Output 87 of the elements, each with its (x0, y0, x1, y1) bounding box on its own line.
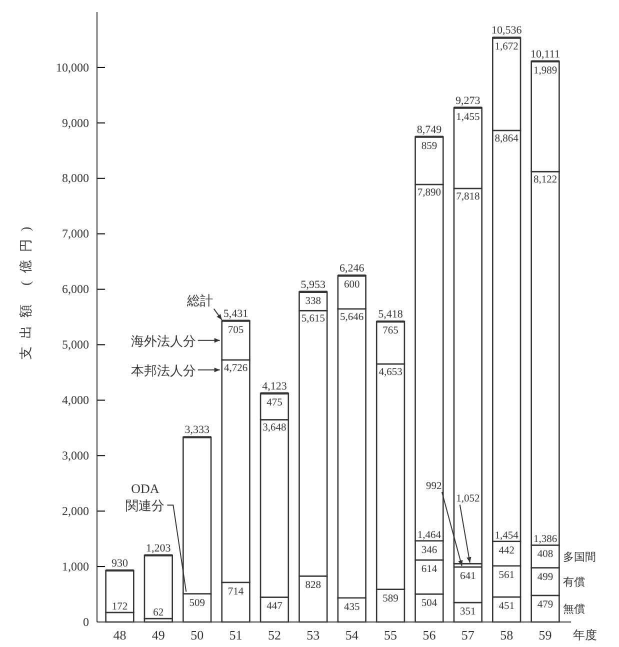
total-label: 10,536 (491, 24, 522, 37)
data-label: 589 (382, 593, 398, 604)
y-tick-label: 8,000 (62, 171, 89, 186)
data-label: 765 (382, 326, 398, 337)
data-label: 828 (305, 580, 322, 592)
bar (144, 554, 173, 620)
annotation: 1,386 (533, 534, 558, 546)
data-label: 479 (537, 599, 554, 610)
annotation: 1,464 (417, 530, 442, 541)
total-label: 9,273 (456, 94, 481, 107)
data-label: 451 (498, 600, 514, 612)
data-label: 1,989 (533, 65, 558, 76)
data-label: 475 (266, 397, 282, 408)
legend-label: 海外法人分 (130, 333, 196, 348)
data-label: 1,672 (494, 42, 518, 53)
data-label: 509 (189, 598, 205, 609)
y-tick-label: 7,000 (62, 226, 89, 241)
x-tick-label: 54 (345, 627, 359, 642)
x-tick-label: 50 (190, 627, 204, 642)
y-tick-label: 2,000 (62, 504, 89, 518)
total-label: 5,431 (223, 308, 248, 320)
data-label: 600 (344, 280, 360, 291)
data-label: 499 (537, 572, 554, 583)
data-label: 351 (460, 606, 476, 618)
data-label: 442 (498, 545, 514, 556)
annotation: 7,890 (417, 187, 442, 198)
total-label: 5,418 (378, 308, 404, 321)
total-label: 930 (111, 557, 128, 570)
data-label: 859 (421, 140, 438, 152)
total-label: 4,123 (262, 380, 288, 392)
y-tick-label: 9,000 (62, 116, 89, 130)
x-axis-title: 年度 (573, 628, 597, 642)
total-label: 6,246 (339, 262, 365, 275)
annotation: 8,122 (533, 174, 558, 186)
x-tick-label: 57 (461, 627, 475, 642)
total-label: 10,111 (530, 48, 560, 60)
x-tick-label: 48 (113, 627, 126, 642)
annotation: 総計 (186, 292, 213, 308)
data-label: 641 (460, 570, 476, 582)
total-label: 3,333 (184, 424, 210, 436)
annotation: 3,648 (262, 422, 286, 434)
series-label: 無償 (563, 604, 586, 616)
x-tick-label: 49 (152, 627, 165, 642)
x-tick-label: 58 (500, 627, 514, 642)
series-label: 有償 (563, 576, 586, 589)
data-label: 435 (344, 602, 360, 613)
y-tick-label: 10,000 (56, 60, 89, 74)
data-label: 172 (112, 601, 128, 612)
x-tick-label: 59 (538, 627, 552, 642)
series-label: 多国間 (563, 551, 596, 564)
data-label: 62 (153, 608, 164, 619)
total-label: 8,749 (416, 124, 442, 136)
data-label: 504 (421, 598, 438, 610)
y-tick-label: 0 (83, 614, 89, 629)
legend-label: 本邦法人分 (130, 362, 196, 378)
x-tick-label: 51 (229, 627, 242, 642)
annotation: 1,454 (494, 530, 520, 542)
data-label: 338 (305, 296, 322, 307)
data-label: 408 (537, 549, 554, 560)
annotation: 992 (426, 480, 442, 492)
annotation: 5,646 (340, 312, 364, 323)
data-label: 614 (421, 564, 438, 575)
annotation: 5,615 (301, 314, 325, 325)
text: ODA関連分 (126, 481, 165, 514)
annotation: 8,864 (494, 133, 520, 144)
data-label: 447 (266, 601, 282, 612)
y-tick-label: 5,000 (62, 338, 89, 352)
x-tick-label: 52 (268, 627, 281, 642)
annotation: 7,818 (456, 191, 480, 202)
y-tick-label: 4,000 (62, 393, 89, 408)
x-tick-label: 56 (422, 627, 436, 642)
x-tick-label: 55 (384, 627, 398, 642)
y-tick-label: 3,000 (62, 448, 89, 462)
y-tick-label: 1,000 (62, 559, 89, 574)
y-tick-label: 6,000 (62, 282, 89, 296)
data-label: 1,455 (456, 112, 480, 123)
x-tick-label: 53 (306, 627, 320, 642)
data-label: 346 (421, 544, 438, 556)
y-axis-title: 支出額 (億円) (18, 218, 33, 360)
annotation: 1,052 (456, 494, 480, 505)
annotation: 4,653 (378, 366, 402, 378)
data-label: 561 (498, 570, 514, 581)
data-label: 714 (228, 586, 244, 598)
total-label: 5,953 (300, 278, 326, 291)
annotation: 4,726 (224, 362, 248, 374)
data-label: 705 (228, 324, 244, 336)
total-label: 1,203 (146, 542, 172, 554)
